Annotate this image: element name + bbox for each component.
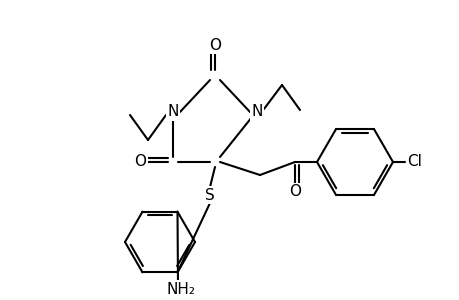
Text: O: O [288,184,300,200]
Text: S: S [205,188,214,202]
Text: N: N [167,104,178,119]
Text: O: O [134,154,146,169]
Text: O: O [208,38,220,52]
Text: N: N [251,104,262,119]
Text: Cl: Cl [407,154,421,169]
Text: NH₂: NH₂ [166,281,195,296]
